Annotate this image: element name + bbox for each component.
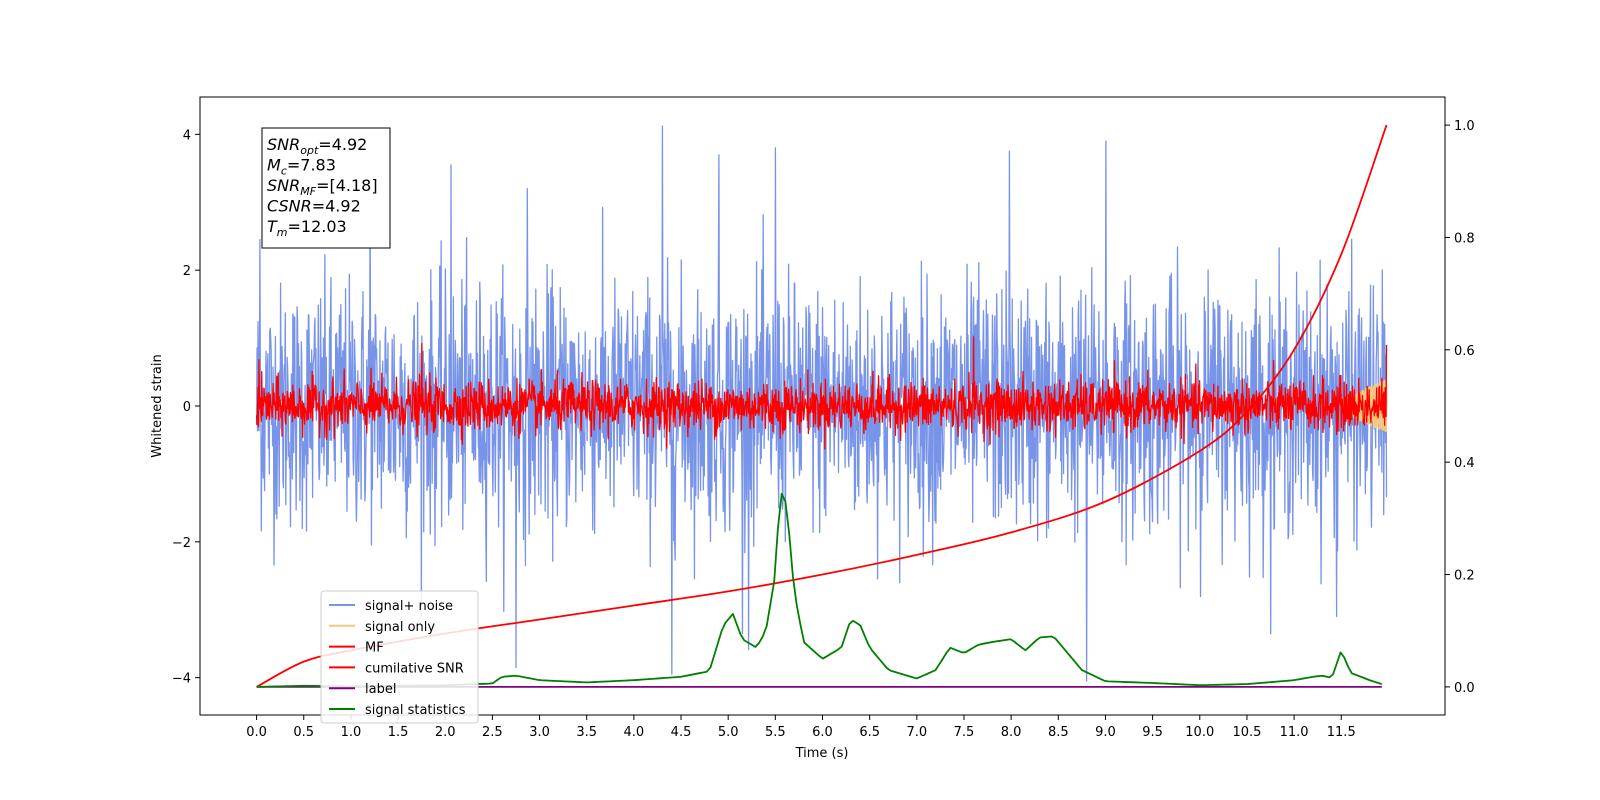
legend-entry: label bbox=[365, 682, 396, 697]
y-tick-label: 4 bbox=[183, 128, 191, 143]
x-tick-label: 3.5 bbox=[576, 725, 597, 740]
x-tick-label: 3.0 bbox=[529, 725, 550, 740]
x-axis: 0.0 0.5 1.0 1.5 2.0 2.5 3.0 3.5 4.0 4.5 5.0 5.5 6.0 6… bbox=[246, 715, 1356, 740]
x-tick-label: 4.0 bbox=[624, 725, 645, 740]
legend: signal+ noise signal only MF cumilative SNR… bbox=[320, 590, 479, 724]
info-box-frame bbox=[261, 127, 391, 249]
y-tick-label: −4 bbox=[172, 672, 191, 687]
y2-tick-label: 1.0 bbox=[1454, 119, 1475, 134]
legend-entry: cumilative SNR bbox=[365, 661, 464, 676]
info-box: SNRopt=4.92Mc=7.83SNRMF=[4.18]CSNR=4.92T… bbox=[261, 127, 391, 249]
x-tick-label: 7.5 bbox=[954, 725, 975, 740]
legend-entry: MF bbox=[365, 641, 384, 656]
x-tick-label: 0.5 bbox=[293, 725, 314, 740]
x-tick-label: 9.0 bbox=[1095, 725, 1116, 740]
x-tick-label: 7.0 bbox=[906, 725, 927, 740]
x-tick-label: 11.5 bbox=[1327, 725, 1356, 740]
legend-entry: signal statistics bbox=[365, 703, 466, 718]
x-tick-label: 6.0 bbox=[812, 725, 833, 740]
y-axis-right: 0.0 0.2 0.4 0.6 0.8 1.0 bbox=[1445, 119, 1475, 696]
x-tick-label: 1.0 bbox=[341, 725, 362, 740]
y-axis-label: Whitened strain bbox=[150, 354, 165, 457]
y2-tick-label: 0.4 bbox=[1454, 456, 1475, 471]
info-line: SNRMF=[4.18] bbox=[267, 176, 378, 198]
y2-tick-label: 0.6 bbox=[1454, 344, 1475, 359]
x-tick-label: 5.0 bbox=[718, 725, 739, 740]
info-line: SNRopt=4.92 bbox=[267, 135, 367, 157]
x-tick-label: 9.5 bbox=[1142, 725, 1163, 740]
y2-tick-label: 0.2 bbox=[1454, 569, 1475, 584]
info-line: Tm=12.03 bbox=[267, 217, 347, 239]
y2-tick-label: 0.8 bbox=[1454, 231, 1475, 246]
x-tick-label: 4.5 bbox=[671, 725, 692, 740]
x-tick-label: 10.5 bbox=[1232, 725, 1261, 740]
x-tick-label: 11.0 bbox=[1280, 725, 1309, 740]
x-tick-label: 5.5 bbox=[765, 725, 786, 740]
legend-entry: signal only bbox=[365, 620, 435, 635]
y2-tick-label: 0.0 bbox=[1454, 681, 1475, 696]
x-tick-label: 0.0 bbox=[246, 725, 267, 740]
x-tick-label: 2.5 bbox=[482, 725, 503, 740]
legend-entry: signal+ noise bbox=[365, 599, 453, 614]
x-tick-label: 2.0 bbox=[435, 725, 456, 740]
info-line: Mc=7.83 bbox=[267, 156, 336, 178]
y-axis-left: −4 −2 0 2 4 bbox=[172, 128, 200, 687]
y-tick-label: 0 bbox=[183, 400, 191, 415]
series-line-mf bbox=[255, 336, 1388, 450]
x-tick-label: 1.5 bbox=[388, 725, 409, 740]
x-axis-label: Time (s) bbox=[795, 746, 849, 761]
info-line: CSNR=4.92 bbox=[267, 197, 361, 216]
y-tick-label: −2 bbox=[172, 536, 191, 551]
x-tick-label: 6.5 bbox=[859, 725, 880, 740]
legend-frame bbox=[320, 590, 479, 724]
x-tick-label: 10.0 bbox=[1185, 725, 1214, 740]
x-tick-label: 8.0 bbox=[1001, 725, 1022, 740]
x-tick-label: 8.5 bbox=[1048, 725, 1069, 740]
y-tick-label: 2 bbox=[183, 264, 191, 279]
